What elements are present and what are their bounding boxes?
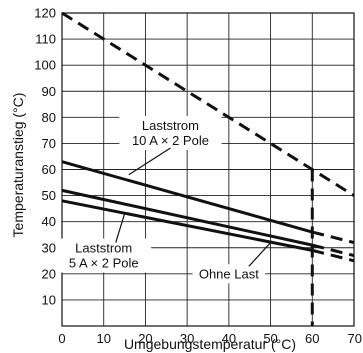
series-line-8 xyxy=(311,248,355,263)
annotation-label: Laststrom xyxy=(75,241,132,256)
annotation-label: Laststrom xyxy=(142,118,199,133)
x-tick-label: 60 xyxy=(305,331,319,346)
y-tick-label: 20 xyxy=(42,266,56,281)
series-line-4 xyxy=(311,230,355,244)
y-tick-label: 100 xyxy=(34,58,56,73)
y-tick-label: 50 xyxy=(42,188,56,203)
annotation-leader-line xyxy=(115,213,126,243)
x-tick-label: 30 xyxy=(180,331,194,346)
y-tick-label: 40 xyxy=(42,214,56,229)
annotation-label: 10 A × 2 Pole xyxy=(132,133,209,148)
y-tick-label: 80 xyxy=(42,110,56,125)
annotation-background xyxy=(119,115,222,150)
y-tick-label: 70 xyxy=(42,136,56,151)
annotation-leader-line xyxy=(248,242,272,267)
series-line-3 xyxy=(61,160,313,234)
y-axis-label: Temperaturanstieg (°C) xyxy=(10,93,26,238)
y-tick-label: 60 xyxy=(42,162,56,177)
annotation-label: Ohne Last xyxy=(199,266,259,281)
series-line-1 xyxy=(61,11,355,197)
y-tick-label: 30 xyxy=(42,240,56,255)
series-group xyxy=(61,11,355,326)
annotation-leader-line xyxy=(128,147,171,176)
series-line-5 xyxy=(61,188,313,247)
annotation-label: 5 A × 2 Pole xyxy=(69,256,139,271)
x-tick-label: 10 xyxy=(96,331,110,346)
plot-frame xyxy=(61,12,355,327)
annotation-background xyxy=(192,264,266,284)
y-tick-labels: 10 20 30 40 50 60 70 80 90 100 110 120 xyxy=(34,6,56,308)
x-tick-labels: 0 10 20 30 40 50 60 70 xyxy=(58,331,362,346)
y-tick-label: 120 xyxy=(34,6,56,21)
annotation-background xyxy=(56,238,152,273)
x-tick-label: 40 xyxy=(222,331,236,346)
x-tick-label: 20 xyxy=(138,331,152,346)
series-line-7 xyxy=(61,199,313,252)
y-tick-label: 10 xyxy=(42,292,56,307)
x-tick-label: 50 xyxy=(263,331,277,346)
y-tick-label: 110 xyxy=(35,32,56,47)
x-tick-label: 0 xyxy=(58,331,65,346)
series-line-6 xyxy=(311,243,355,258)
x-axis-label: Umgebungstemperatur (°C) xyxy=(124,336,296,352)
x-tick-label: 70 xyxy=(348,331,362,346)
y-tick-label: 90 xyxy=(42,84,56,99)
